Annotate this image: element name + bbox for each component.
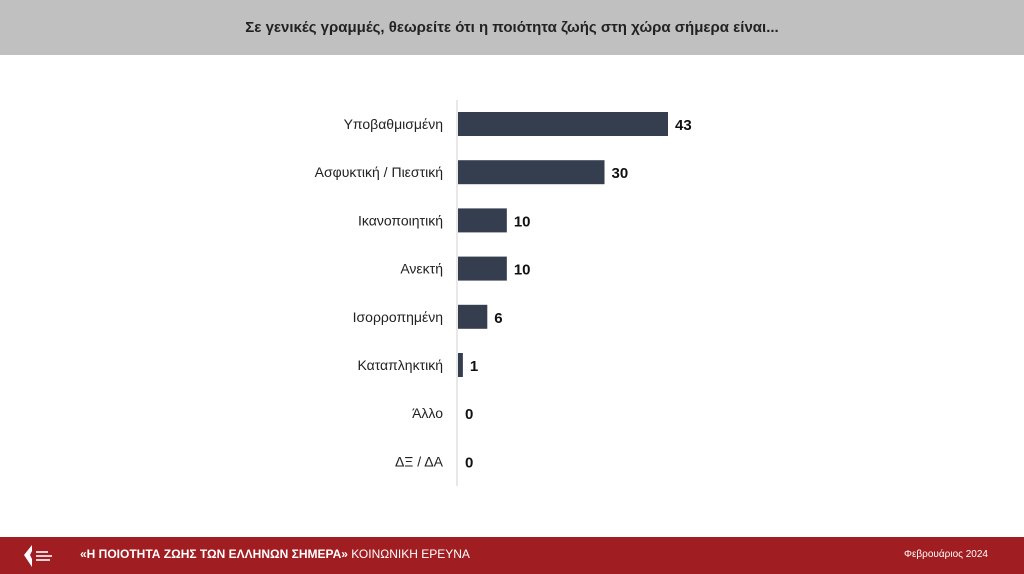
footer-title-rest: ΚΟΙΝΩΝΙΚΗ ΕΡΕΥΝΑ: [347, 547, 470, 561]
logo-icon: [24, 545, 52, 567]
bar: [458, 304, 488, 329]
bar-chart: Υποβαθμισμένη 43 Ασφυκτική / Πιεστική 30 Ικα…: [315, 100, 692, 486]
category-label: Ισορροπημένη: [353, 309, 443, 325]
category-label: ΔΞ / ΔΑ: [395, 453, 444, 469]
bar: [458, 256, 507, 281]
value-label: 1: [470, 358, 478, 375]
bar: [458, 208, 507, 233]
value-label: 43: [675, 117, 692, 134]
category-label: Άλλο: [412, 405, 443, 421]
value-label: 10: [514, 213, 531, 230]
value-label: 6: [494, 310, 502, 327]
footer-date: Φεβρουάριος 2024: [903, 549, 988, 560]
page-title: Σε γενικές γραμμές, θεωρείτε ότι η ποιότ…: [245, 19, 779, 36]
category-label: Ικανοποιητική: [358, 212, 443, 228]
footer-title: «Η ΠΟΙΟΤΗΤΑ ΖΩΗΣ ΤΩΝ ΕΛΛΗΝΩΝ ΣΗΜΕΡΑ» ΚΟΙ…: [80, 547, 470, 561]
header-bar: Σε γενικές γραμμές, θεωρείτε ότι η ποιότ…: [0, 0, 1024, 55]
value-label: 0: [465, 406, 473, 423]
category-label: Καταπληκτική: [357, 357, 443, 373]
category-label: Υποβαθμισμένη: [344, 116, 443, 132]
footer-bar: «Η ΠΟΙΟΤΗΤΑ ΖΩΗΣ ΤΩΝ ΕΛΛΗΝΩΝ ΣΗΜΕΡΑ» ΚΟΙ…: [0, 537, 1024, 574]
footer-title-bold: «Η ΠΟΙΟΤΗΤΑ ΖΩΗΣ ΤΩΝ ΕΛΛΗΝΩΝ ΣΗΜΕΡΑ»: [80, 547, 348, 561]
value-label: 10: [514, 262, 531, 279]
bar: [458, 160, 605, 185]
category-label: Ασφυκτική / Πιεστική: [315, 164, 443, 180]
bar: [458, 112, 668, 136]
value-label: 30: [612, 165, 629, 182]
value-label: 0: [465, 454, 473, 471]
bar: [458, 353, 463, 377]
category-label: Ανεκτή: [400, 261, 443, 277]
